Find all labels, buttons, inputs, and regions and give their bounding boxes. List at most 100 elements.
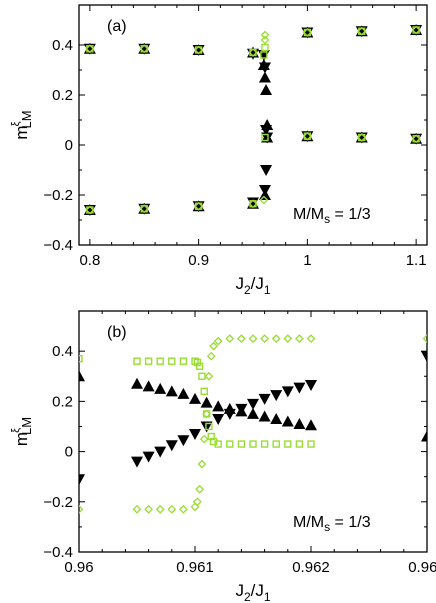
point-square bbox=[200, 387, 208, 396]
point-triangle-up bbox=[79, 370, 85, 382]
point-triangle-up bbox=[142, 380, 155, 392]
point-diamond bbox=[209, 341, 218, 351]
markers bbox=[79, 334, 427, 514]
point-square bbox=[205, 422, 213, 431]
point-diamond bbox=[259, 195, 269, 205]
y-tick-label: −0.4 bbox=[43, 237, 73, 254]
point-square bbox=[260, 51, 268, 59]
point-diamond bbox=[357, 133, 367, 142]
point-triangle-up bbox=[293, 417, 306, 429]
point-diamond bbox=[411, 134, 421, 144]
point-diamond bbox=[236, 334, 246, 344]
point-diamond bbox=[79, 504, 84, 514]
point-triangle-down bbox=[177, 435, 190, 447]
point-triangle-down bbox=[305, 380, 317, 392]
point-diamond bbox=[178, 504, 188, 514]
point-diamond bbox=[422, 334, 427, 344]
point-triangle-up bbox=[305, 419, 317, 431]
point-triangle-down bbox=[154, 446, 167, 458]
point-triangle-up bbox=[247, 407, 259, 419]
point-square bbox=[198, 372, 206, 380]
point-diamond bbox=[202, 409, 212, 419]
point-diamond bbox=[155, 504, 165, 514]
point-triangle-up bbox=[258, 410, 271, 422]
point-diamond bbox=[225, 334, 235, 344]
x-tick-label: 1.1 bbox=[406, 252, 427, 269]
point-triangle-up bbox=[200, 396, 213, 408]
y-tick-label: 0.4 bbox=[52, 37, 73, 54]
x-tick-label: 0.961 bbox=[176, 559, 214, 576]
point-triangle-down bbox=[79, 474, 85, 486]
point-diamond bbox=[85, 205, 95, 215]
point-diamond bbox=[411, 25, 421, 35]
point-diamond bbox=[306, 334, 316, 344]
y-tick-label: −0.2 bbox=[43, 187, 73, 204]
point-diamond bbox=[283, 334, 293, 344]
point-square bbox=[133, 357, 141, 365]
point-diamond bbox=[302, 131, 312, 141]
panel-b: 0.96 0.961 0.962 0.963 −0.4 −0.2 0 0.2 0.4 J2/J1 m… bbox=[10, 310, 436, 603]
point-square bbox=[272, 440, 280, 448]
y-tick-label: 0 bbox=[65, 137, 73, 154]
point-diamond bbox=[194, 201, 204, 211]
y-tick-label: 0.4 bbox=[52, 343, 73, 360]
y-tick-label: 0.2 bbox=[52, 87, 73, 104]
point-triangle-up bbox=[131, 377, 143, 389]
point-diamond bbox=[294, 334, 304, 344]
point-diamond bbox=[192, 497, 202, 507]
point-diamond bbox=[195, 484, 205, 494]
point-diamond bbox=[194, 45, 204, 55]
point-diamond bbox=[260, 334, 270, 344]
point-square bbox=[249, 440, 257, 448]
point-square bbox=[156, 357, 164, 365]
point-triangle-down bbox=[235, 403, 248, 415]
point-diamond bbox=[139, 204, 149, 214]
x-tick-label: 0.963 bbox=[408, 559, 436, 576]
point-triangle-down bbox=[261, 132, 274, 144]
point-diamond bbox=[132, 504, 142, 514]
point-triangle-up bbox=[421, 430, 427, 442]
point-diamond bbox=[248, 48, 258, 57]
point-triangle-down bbox=[247, 398, 259, 410]
panel-a: 0.8 0.9 1 1.1 −0.4 −0.2 0 0.2 0.4 J2/J1 mξLM (a) M/M… bbox=[10, 4, 428, 297]
point-square bbox=[295, 440, 304, 448]
point-triangle-down bbox=[189, 429, 201, 441]
point-square bbox=[214, 440, 222, 448]
plot-frame bbox=[78, 310, 428, 553]
point-diamond bbox=[302, 28, 312, 37]
point-triangle-up bbox=[212, 400, 225, 412]
point-triangle-up bbox=[189, 392, 201, 404]
x-tick-label: 0.8 bbox=[79, 252, 100, 269]
y-axis-label: mξLM bbox=[10, 110, 34, 139]
point-square bbox=[261, 43, 269, 52]
point-triangle-down bbox=[260, 125, 273, 136]
point-triangle-down bbox=[421, 351, 427, 363]
point-diamond bbox=[357, 26, 367, 36]
x-axis-label: J2/J1 bbox=[235, 581, 270, 603]
point-diamond bbox=[144, 504, 154, 514]
panel-label: (a) bbox=[107, 18, 127, 35]
x-tick-label: 0.962 bbox=[292, 559, 330, 576]
point-diamond bbox=[260, 30, 270, 40]
magnetization-annotation: M/Ms = 1/3 bbox=[293, 206, 371, 226]
y-tick-label: 0.2 bbox=[52, 393, 73, 410]
point-diamond bbox=[271, 334, 281, 344]
point-diamond bbox=[139, 44, 149, 54]
point-triangle-up bbox=[154, 382, 167, 394]
point-triangle-down bbox=[212, 413, 225, 425]
point-triangle-down bbox=[258, 62, 271, 74]
point-diamond bbox=[204, 371, 214, 381]
point-square bbox=[284, 440, 292, 448]
y-tick-label: −0.4 bbox=[43, 544, 73, 561]
point-triangle-down bbox=[131, 456, 143, 468]
x-axis-label: J2/J1 bbox=[235, 274, 270, 297]
point-diamond bbox=[248, 199, 258, 209]
plot-frame bbox=[78, 4, 428, 246]
point-diamond bbox=[85, 44, 95, 54]
point-diamond bbox=[197, 459, 207, 469]
point-diamond bbox=[199, 434, 209, 444]
y-axis-label: mξLM bbox=[10, 417, 34, 446]
point-diamond bbox=[206, 351, 216, 361]
point-triangle-down bbox=[258, 185, 271, 196]
